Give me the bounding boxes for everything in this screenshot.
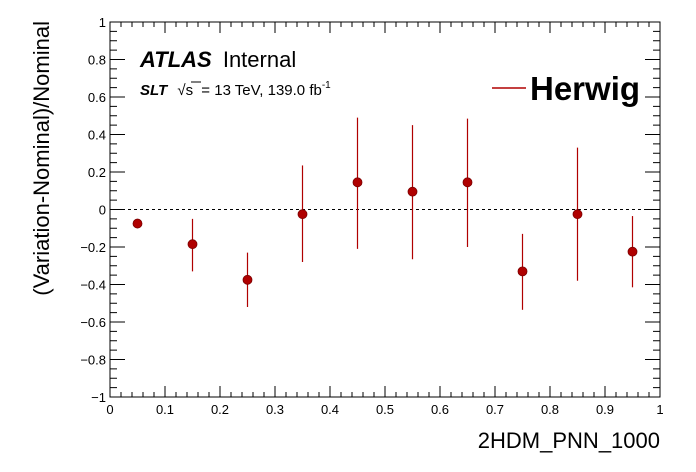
- y-tick-label: 0.6: [88, 90, 106, 105]
- data-point: [572, 209, 583, 220]
- x-tick-label: 0.7: [486, 402, 504, 417]
- sqrt-symbol: √: [177, 82, 186, 99]
- y-tick-label: −0.8: [80, 353, 106, 368]
- x-tick-label: 0.2: [211, 402, 229, 417]
- x-axis-label: 2HDM_PNN_1000: [478, 428, 660, 453]
- data-point: [407, 186, 418, 197]
- x-tick-label: 0.6: [431, 402, 449, 417]
- y-axis-label: (Variation-Nominal)/Nominal: [29, 21, 54, 296]
- data-point: [187, 239, 198, 250]
- data-point: [132, 218, 143, 229]
- y-tick-label: −0.2: [80, 240, 106, 255]
- x-tick-label: 0.1: [156, 402, 174, 417]
- data-point: [297, 209, 308, 220]
- x-tick-label: 0.5: [376, 402, 394, 417]
- y-tick-label: 0.8: [88, 53, 106, 68]
- data-point: [242, 274, 253, 285]
- x-tick-label: 1: [656, 402, 663, 417]
- atlas-label: ATLAS Internal: [139, 47, 296, 72]
- y-tick-label: −0.4: [80, 278, 106, 293]
- data-point: [627, 246, 638, 257]
- energy-lumi-label: SLT √s = 13 TeV, 139.0 fb-1: [140, 80, 331, 99]
- data-point: [462, 177, 473, 188]
- x-tick-label: 0.9: [596, 402, 614, 417]
- y-tick-label: −1: [91, 390, 106, 405]
- legend-label-herwig: Herwig: [530, 70, 640, 107]
- data-point: [517, 266, 528, 277]
- data-point: [352, 177, 363, 188]
- y-axis: −1 −0.8 −0.6 −0.4 −0.2 0 0.2 0.4 0.6 0.8 1: [80, 15, 660, 405]
- data-points: [132, 117, 638, 310]
- y-tick-label: 1: [99, 15, 106, 30]
- legend: Herwig: [492, 70, 640, 107]
- x-axis: 0 0.1 0.2 0.3 0.4 0.5 0.6 0.7 0.8 0.9 1: [106, 22, 664, 417]
- y-tick-label: 0.4: [88, 128, 106, 143]
- x-tick-label: 0.8: [541, 402, 559, 417]
- x-tick-label: 0.4: [321, 402, 339, 417]
- x-tick-label: 0: [106, 402, 113, 417]
- y-tick-label: 0: [99, 203, 106, 218]
- x-tick-label: 0.3: [266, 402, 284, 417]
- y-tick-label: 0.2: [88, 165, 106, 180]
- y-tick-label: −0.6: [80, 315, 106, 330]
- sqrt-radicand: s: [186, 82, 194, 99]
